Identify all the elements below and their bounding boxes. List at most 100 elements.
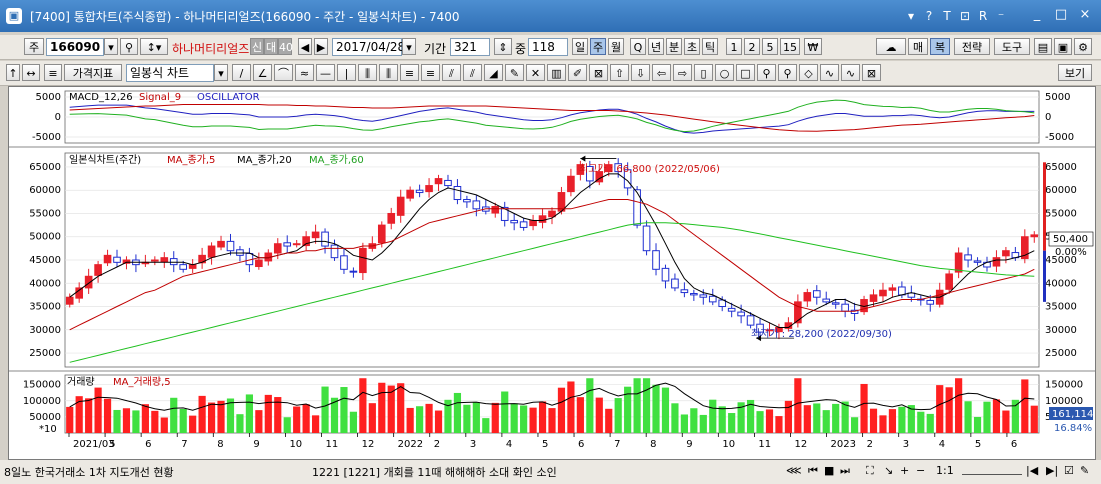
chart-type-dropdown-icon[interactable]: ▾ (214, 64, 228, 81)
currency-button[interactable]: ₩ (804, 38, 822, 55)
draw-tool-5[interactable]: — (316, 64, 335, 81)
stock-code-input[interactable]: 166090 (46, 38, 104, 56)
font-icon[interactable]: T (943, 9, 951, 23)
interval-5[interactable]: 5 (762, 38, 778, 55)
tab-minute[interactable]: 분 (666, 38, 682, 55)
save-icon[interactable]: ▣ (1054, 38, 1072, 55)
maximize-button[interactable]: □ (1054, 7, 1068, 22)
draw-tool-16[interactable]: ▥ (547, 64, 566, 81)
draw-tool-3[interactable]: ⌒ (274, 64, 293, 81)
view-button[interactable]: 보기 (1058, 64, 1092, 81)
draw-tool-11[interactable]: ⫽ (442, 64, 461, 81)
settings-icon[interactable]: ⚙ (1074, 38, 1092, 55)
volume-bar (520, 405, 528, 433)
draw-tool-2[interactable]: ∠ (253, 64, 272, 81)
draw-tool-21[interactable]: ⇦ (652, 64, 671, 81)
date-dropdown-icon[interactable]: ▾ (402, 38, 416, 55)
volume-bar (1002, 410, 1010, 433)
chart-area[interactable]: 5000 5000 0 0 -5000 -5000 65000 65000 60000 6000… (8, 86, 1096, 460)
draw-tool-18[interactable]: ⊠ (589, 64, 608, 81)
folder-icon[interactable]: ▤ (1034, 38, 1052, 55)
zoom-out-icon[interactable]: ↘ (884, 464, 894, 477)
prev-button[interactable]: ◀ (298, 38, 312, 55)
code-dropdown-icon[interactable]: ▾ (104, 38, 118, 55)
cloud-icon[interactable]: ☁ (876, 38, 906, 55)
config-icon[interactable]: ☑ (1064, 464, 1074, 477)
tools-button[interactable]: 도구 (994, 38, 1030, 55)
tab-second[interactable]: 초 (684, 38, 700, 55)
move-up-icon[interactable]: ↑ (6, 64, 20, 81)
zoom-minus-icon[interactable]: − (916, 464, 926, 477)
minimize-button[interactable]: _ (1033, 7, 1041, 22)
draw-tool-4[interactable]: ≈ (295, 64, 314, 81)
tab-month[interactable]: 월 (608, 38, 624, 55)
chart-type-select[interactable]: 일봉식 차트 (126, 64, 214, 82)
draw-tool-6[interactable]: | (337, 64, 356, 81)
period-input[interactable]: 321 (450, 38, 490, 56)
draw-tool-22[interactable]: ⇨ (673, 64, 692, 81)
draw-tool-31[interactable]: ⊠ (862, 64, 881, 81)
draw-tool-12[interactable]: ⫽ (463, 64, 482, 81)
draw-tool-9[interactable]: ≡ (400, 64, 419, 81)
zoom-in-icon[interactable]: + (900, 464, 910, 477)
tab-day[interactable]: 일 (572, 38, 588, 55)
expand-icon[interactable]: ↔ (22, 64, 40, 81)
draw-tool-13[interactable]: ◢ (484, 64, 503, 81)
candle-body (273, 243, 282, 254)
draw-tool-1[interactable]: / (232, 64, 251, 81)
draw-tool-28[interactable]: ◇ (799, 64, 818, 81)
tab-week[interactable]: 주 (590, 38, 606, 55)
draw-tool-23[interactable]: ▯ (694, 64, 713, 81)
interval-15[interactable]: 15 (780, 38, 800, 55)
date-input[interactable]: 2017/04/28 (332, 38, 405, 56)
draw-tool-30[interactable]: ∿ (841, 64, 860, 81)
interval-1[interactable]: 1 (726, 38, 742, 55)
wrench-icon[interactable]: ✎ (1080, 464, 1090, 477)
help-icon[interactable]: ? (925, 9, 933, 23)
spin-icon[interactable]: ⇕ (494, 38, 512, 55)
list-icon[interactable]: ≡ (44, 64, 62, 81)
draw-tool-14[interactable]: ✎ (505, 64, 524, 81)
draw-tool-25[interactable]: □ (736, 64, 755, 81)
trade-button[interactable]: 매 (908, 38, 928, 55)
indicator-button[interactable]: 가격지표 (64, 64, 122, 81)
draw-tool-17[interactable]: ✐ (568, 64, 587, 81)
refresh-icon[interactable]: R (978, 9, 988, 23)
dropdown-icon[interactable]: ▾ (907, 9, 915, 23)
draw-tool-19[interactable]: ⇧ (610, 64, 629, 81)
count-input[interactable]: 118 (528, 38, 568, 56)
first-icon[interactable]: ⏮ (808, 464, 818, 477)
draw-tool-20[interactable]: ⇩ (631, 64, 650, 81)
candle-body (690, 292, 698, 296)
draw-tool-8[interactable]: ⫼ (379, 64, 398, 81)
last-page-icon[interactable]: ▶| (1046, 464, 1059, 477)
draw-tool-27[interactable]: ⚲ (778, 64, 797, 81)
market-select[interactable]: 주 (24, 38, 44, 55)
draw-tool-26[interactable]: ⚲ (757, 64, 776, 81)
multi-button[interactable]: 복 (930, 38, 950, 55)
draw-tool-29[interactable]: ∿ (820, 64, 839, 81)
draw-tool-15[interactable]: ✕ (526, 64, 545, 81)
screen-icon[interactable]: ⊡ (959, 9, 971, 23)
sort-icon[interactable]: ↕▾ (140, 38, 168, 55)
search-icon[interactable]: ⚲ (120, 38, 138, 55)
interval-2[interactable]: 2 (744, 38, 760, 55)
play-icon[interactable]: ⏭ (840, 464, 850, 477)
draw-tool-10[interactable]: ≡ (421, 64, 440, 81)
stop-icon[interactable]: ■ (824, 464, 835, 477)
next-button[interactable]: ▶ (314, 38, 328, 55)
zoom-slider[interactable] (962, 464, 1022, 475)
close-button[interactable]: × (1079, 7, 1091, 22)
pin-icon[interactable]: ⁻ (997, 9, 1005, 23)
draw-tool-24[interactable]: ○ (715, 64, 734, 81)
first-page-icon[interactable]: |◀ (1026, 464, 1039, 477)
tab-quarter[interactable]: Q (630, 38, 646, 55)
draw-tool-7[interactable]: ⫼ (358, 64, 377, 81)
tab-tick[interactable]: 틱 (702, 38, 718, 55)
tab-year[interactable]: 년 (648, 38, 664, 55)
strategy-button[interactable]: 전략 (954, 38, 990, 55)
scroll-left-icon[interactable]: ⋘ (786, 464, 802, 477)
low-price-note: 최저가 : 28,200 (2022/09/30) (751, 328, 892, 340)
zoom-select-icon[interactable]: ⛶ (866, 464, 874, 477)
